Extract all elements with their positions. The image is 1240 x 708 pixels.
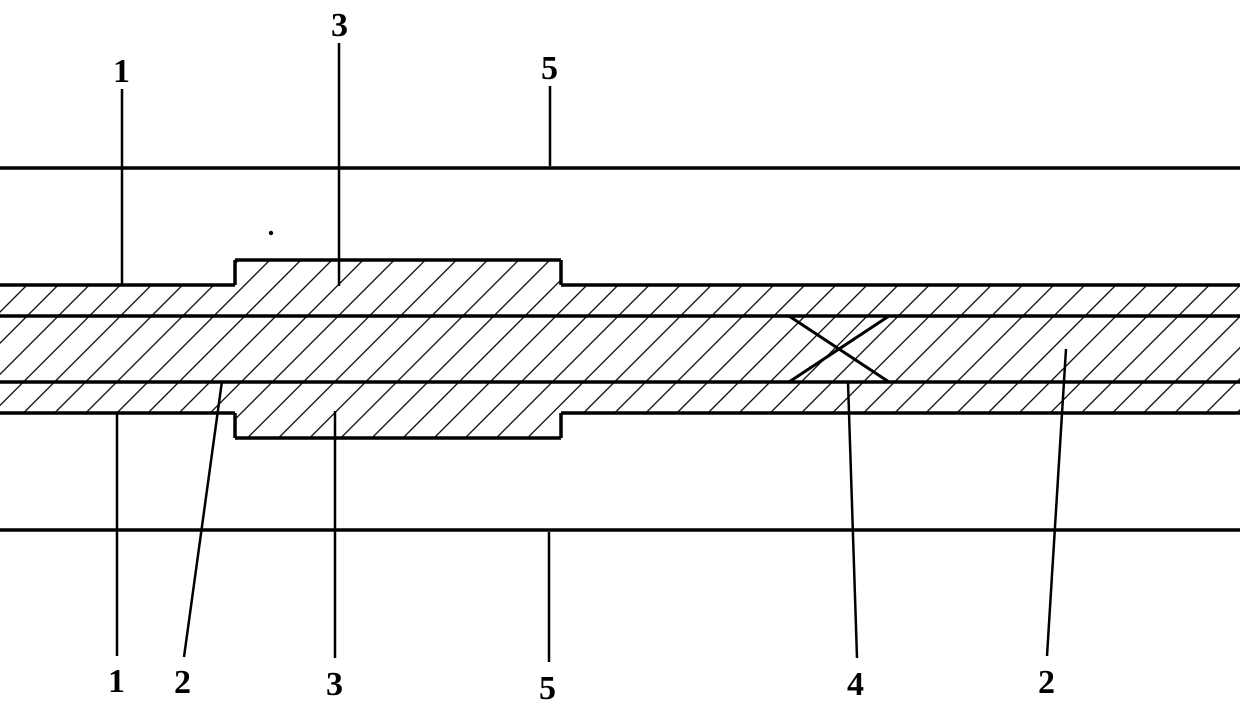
callout-label-top-2: 5 [541,50,558,88]
callout-label-bottom-4: 4 [847,666,864,704]
callout-label-top-0: 3 [331,7,348,45]
callout-label-bottom-3: 5 [539,670,556,708]
callout-label-bottom-2: 3 [326,666,343,704]
callout-label-bottom-1: 2 [174,664,191,702]
callout-label-top-1: 1 [113,53,130,91]
diagram-svg [0,0,1240,708]
callout-label-bottom-5: 2 [1038,664,1055,702]
diagram-canvas: 3 1 5 1 2 3 5 4 2 [0,0,1240,708]
callout-label-bottom-0: 1 [108,663,125,701]
